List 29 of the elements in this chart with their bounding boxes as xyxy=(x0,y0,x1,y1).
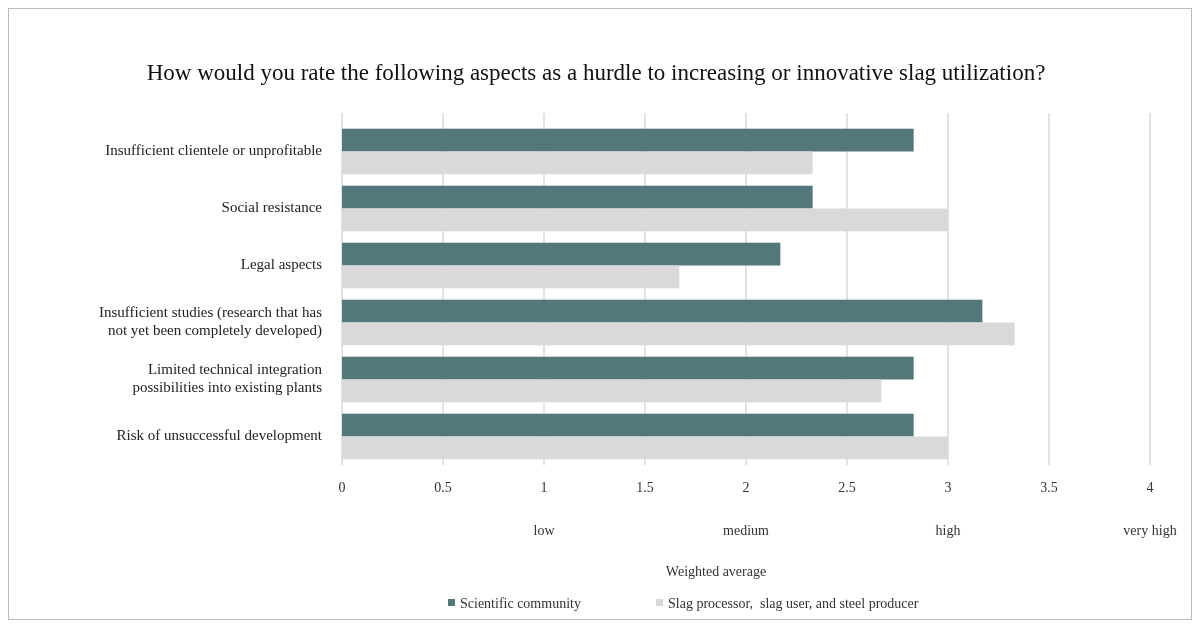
y-tick-label: Insufficient studies (research that has not yet been completely developed) xyxy=(99,303,323,339)
legend-label: Scientific community xyxy=(460,596,581,611)
x-tick-label: 4 xyxy=(1146,480,1154,495)
y-tick-label: Risk of unsuccessful development xyxy=(116,426,323,443)
x-tick-label: 3 xyxy=(944,480,952,495)
bar xyxy=(342,299,983,323)
x-tick-label: 0 xyxy=(338,480,346,495)
bar xyxy=(342,413,914,437)
text: medium xyxy=(723,523,770,538)
bar xyxy=(342,185,813,209)
text: very high xyxy=(1123,523,1177,538)
chart-title: How would you rate the following aspects as a hurdle to increasing or innovative slag utilization? xyxy=(146,60,1046,85)
y-tick-label: Legal aspects xyxy=(240,255,323,272)
legend-label: Slag processor, slag user, and steel producer xyxy=(668,596,919,611)
text: low xyxy=(533,523,556,538)
bar xyxy=(342,128,914,152)
x-tick-label: 2 xyxy=(742,480,750,495)
x-tick-label: 1 xyxy=(540,480,548,495)
y-tick-label: Insufficient clientele or unprofitable xyxy=(105,141,323,158)
bar xyxy=(342,242,781,266)
x-tick-label: 1.5 xyxy=(636,480,654,495)
y-tick-label: Social resistance xyxy=(221,198,323,215)
x-axis-title: Weighted average xyxy=(665,564,767,579)
x-tick-label: 0.5 xyxy=(434,480,452,495)
x-tick-label: 3.5 xyxy=(1040,480,1058,495)
bar xyxy=(342,356,914,380)
x-tick-label: 2.5 xyxy=(838,480,856,495)
text: high xyxy=(935,523,961,538)
y-tick-label: Limited technical integration possibilities into existing plants xyxy=(132,360,323,395)
